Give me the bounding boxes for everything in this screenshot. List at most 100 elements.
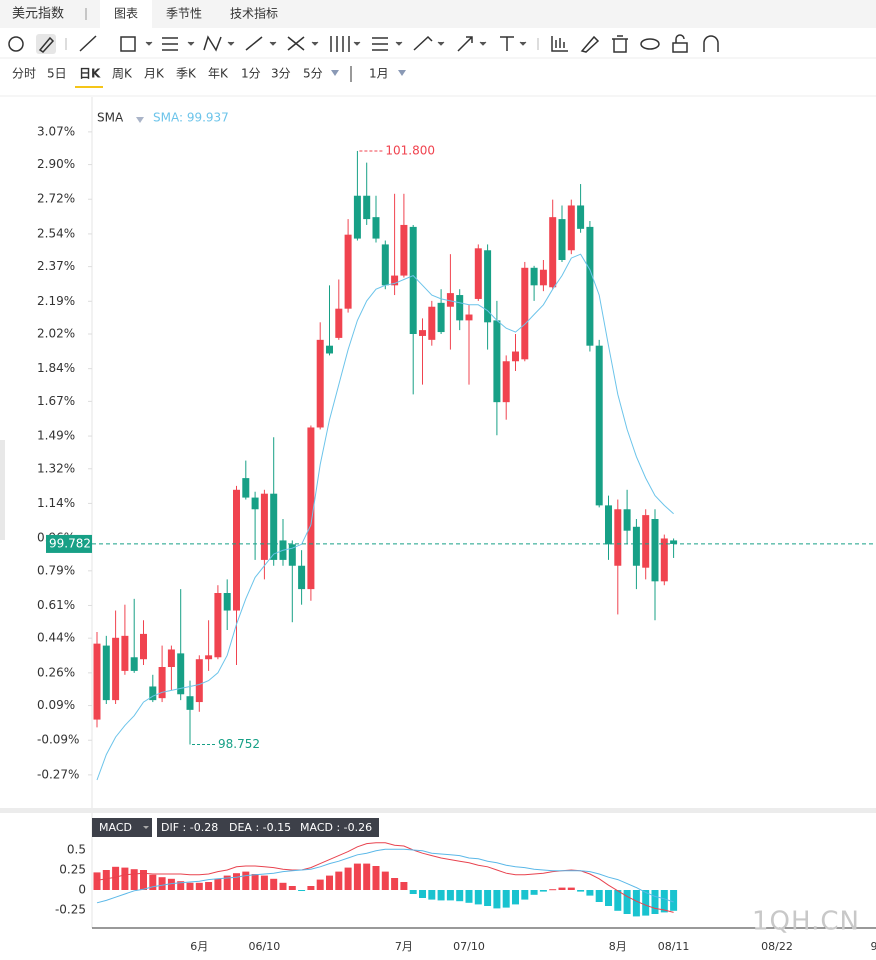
x-tick-label: 8月 <box>609 940 627 953</box>
candle-body <box>186 696 194 710</box>
candle-body <box>93 643 101 720</box>
icon[interactable] <box>162 37 178 51</box>
candle-body <box>214 593 222 658</box>
candle-body <box>381 244 389 286</box>
period[interactable]: 1分 <box>241 67 261 81</box>
period[interactable]: 月K <box>144 67 165 81</box>
macd-bar <box>205 882 213 890</box>
macd-bar <box>186 882 194 890</box>
macd-bar <box>316 879 324 890</box>
candle-body <box>512 351 519 362</box>
macd-bar <box>446 890 454 901</box>
y-tick-label: 1.49% <box>37 429 75 443</box>
icon[interactable] <box>612 35 628 53</box>
legend-name: SMA <box>97 111 124 125</box>
icon[interactable] <box>457 36 473 52</box>
x-tick-label: 08/22 <box>761 940 793 953</box>
toolbar <box>8 34 719 54</box>
y-tick-label: 2.19% <box>37 294 75 308</box>
macd-bar <box>567 887 575 890</box>
macd-bar <box>400 882 408 890</box>
candle-body <box>372 217 380 239</box>
line <box>96 253 674 781</box>
candle-body <box>437 302 445 333</box>
y-tick-label: 1.14% <box>37 496 75 510</box>
readout-box <box>157 818 379 837</box>
candle-body <box>307 427 315 590</box>
y-tick-label: 0.09% <box>37 698 75 712</box>
candle-body <box>539 269 547 286</box>
candle-body <box>446 293 454 307</box>
candle-body <box>223 593 231 611</box>
x-tick-label: 6月 <box>190 940 208 953</box>
macd-bar <box>465 890 473 903</box>
icon[interactable] <box>413 35 433 51</box>
period[interactable]: 季K <box>176 67 197 81</box>
period[interactable]: 5分 <box>303 67 323 81</box>
icon-active[interactable] <box>36 34 56 54</box>
candle-body <box>270 493 278 560</box>
macd-bar <box>223 875 231 890</box>
candle-body <box>102 645 110 701</box>
tab[interactable]: 技术指标 <box>230 6 278 21</box>
icon[interactable] <box>672 42 688 53</box>
x-tick-label: 9 <box>871 940 876 953</box>
macd-bar <box>549 889 557 891</box>
icon[interactable] <box>287 36 305 51</box>
macd-bar <box>381 871 389 890</box>
period[interactable]: 分时 <box>12 67 36 81</box>
candle-body <box>549 217 557 288</box>
candle-body <box>595 345 603 506</box>
macd-bar <box>93 872 101 890</box>
macd-bar <box>391 878 399 890</box>
candle-body <box>660 538 668 582</box>
icon[interactable] <box>500 36 514 51</box>
icon[interactable] <box>675 34 685 43</box>
icon[interactable] <box>640 38 660 50</box>
side-handle[interactable] <box>0 440 5 540</box>
icon[interactable] <box>330 36 350 52</box>
range-select[interactable]: 1月 <box>369 67 389 81</box>
legend-value: SMA: 99.937 <box>153 111 229 125</box>
tab[interactable]: 季节性 <box>166 7 202 21</box>
period[interactable]: 年K <box>208 67 229 81</box>
icon[interactable] <box>372 37 388 51</box>
icon[interactable] <box>38 36 55 53</box>
icon[interactable] <box>203 35 222 52</box>
period[interactable]: 周K <box>112 67 133 81</box>
last-price-label: 99.782 <box>49 536 91 550</box>
active-tab <box>100 0 152 28</box>
indicator-name: MACD <box>99 821 132 834</box>
icon[interactable] <box>580 35 600 53</box>
candle-body <box>242 478 250 498</box>
icon[interactable] <box>79 35 97 52</box>
macd-bar <box>605 890 612 906</box>
y-tick-label: 2.37% <box>37 259 75 273</box>
macd-bar <box>195 882 203 890</box>
icon[interactable] <box>703 35 719 52</box>
macd-bar <box>670 890 678 911</box>
macd-bar <box>121 867 129 890</box>
candle-body <box>558 219 566 260</box>
icon[interactable] <box>245 36 263 51</box>
macd-bar <box>353 863 361 890</box>
indicator-tag[interactable] <box>92 818 152 837</box>
icon[interactable] <box>8 36 24 52</box>
candle-body <box>642 515 650 568</box>
x-tick-label: 06/10 <box>249 940 281 953</box>
macd-bar <box>456 890 464 902</box>
macd-bar <box>102 870 110 890</box>
candle-body <box>409 226 417 334</box>
candle-body <box>428 306 436 340</box>
macd-bar <box>288 886 296 890</box>
period[interactable]: 5日 <box>47 67 67 81</box>
macd-bar <box>242 871 250 890</box>
tab[interactable]: 图表 <box>114 7 138 21</box>
period[interactable]: 日K <box>79 67 101 81</box>
icon[interactable] <box>551 36 568 52</box>
candle-body <box>233 489 240 611</box>
macd-bar <box>251 874 259 890</box>
icon[interactable] <box>120 36 136 52</box>
macd-bar <box>642 890 650 916</box>
period[interactable]: 3分 <box>271 67 291 81</box>
